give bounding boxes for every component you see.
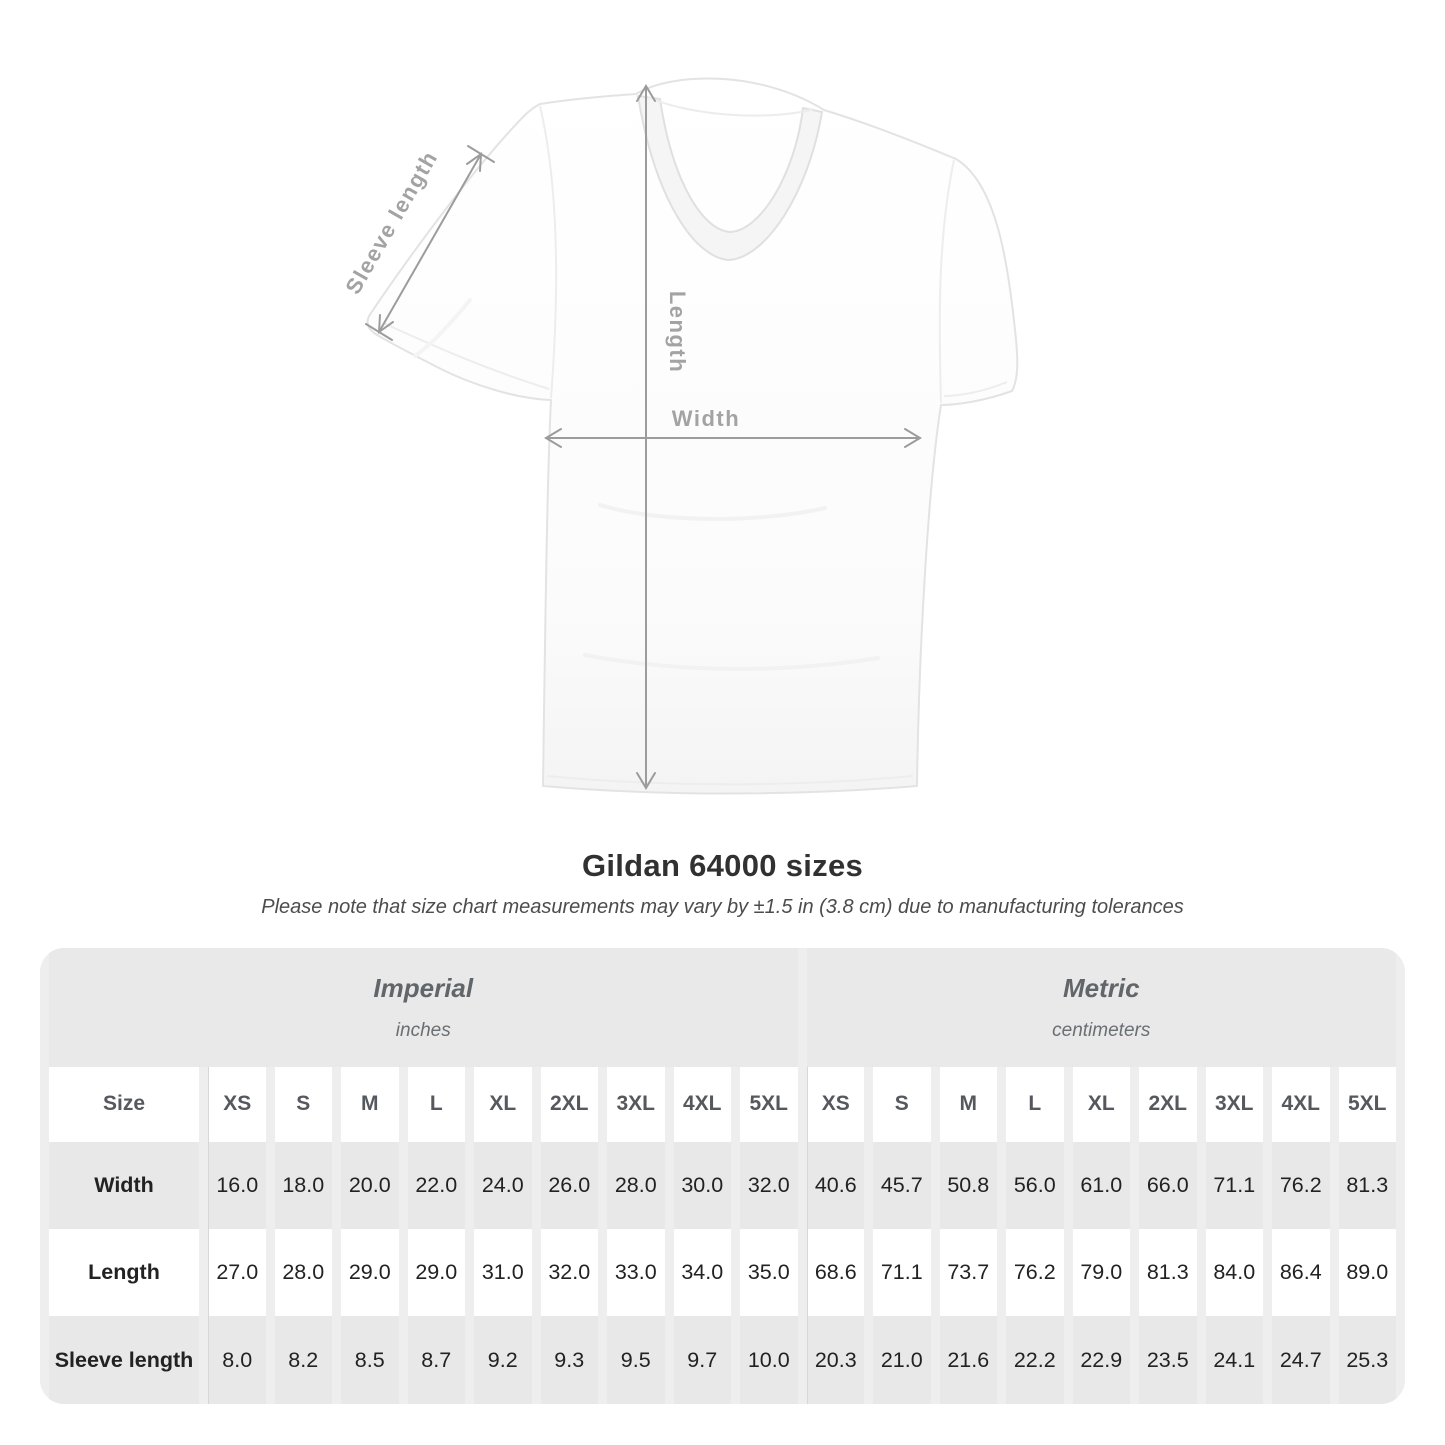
size-column-label: Size bbox=[49, 1067, 199, 1142]
measurement-cell-imperial-xl: 31.0 bbox=[474, 1228, 532, 1317]
measurement-cell-imperial-4xl: 34.0 bbox=[673, 1228, 731, 1317]
measurement-cell-imperial-3xl: 28.0 bbox=[607, 1141, 665, 1229]
measurement-cell-imperial-5xl: 10.0 bbox=[740, 1316, 798, 1404]
measurement-cell-metric-s: 21.0 bbox=[873, 1316, 931, 1404]
measurement-cell-imperial-m: 29.0 bbox=[341, 1228, 399, 1317]
row-label: Length bbox=[49, 1228, 199, 1317]
measurement-cell-imperial-2xl: 32.0 bbox=[540, 1228, 598, 1317]
size-header-metric-xl: XL bbox=[1072, 1067, 1130, 1142]
size-header-imperial-l: L bbox=[407, 1067, 465, 1142]
size-header-metric-s: S bbox=[873, 1067, 931, 1142]
sleeve-length-arrow bbox=[365, 145, 495, 341]
measurement-cell-imperial-xl: 24.0 bbox=[474, 1141, 532, 1229]
imperial-group-unit: inches bbox=[395, 1020, 451, 1042]
table-row-width: Width 16.0 18.0 20.0 22.0 24.0 26.0 28.0 30.0 32.… bbox=[49, 1141, 1396, 1229]
unit-group-header-row: Imperial inches Metric centimeters bbox=[49, 948, 1396, 1068]
measurement-cell-metric-m: 73.7 bbox=[939, 1228, 997, 1317]
measurement-cell-imperial-xl: 9.2 bbox=[474, 1316, 532, 1404]
size-header-row: Size XS S M L XL 2XL 3XL 4XL 5XL XS S M L XL 2XL 3XL 4XL… bbox=[49, 1067, 1396, 1142]
length-label: Length bbox=[665, 291, 690, 373]
size-header-imperial-5xl: 5XL bbox=[740, 1067, 798, 1142]
width-arrow bbox=[544, 428, 922, 448]
measurement-cell-metric-3xl: 24.1 bbox=[1205, 1316, 1263, 1404]
size-header-metric-2xl: 2XL bbox=[1139, 1067, 1197, 1142]
measurement-cell-metric-xs: 68.6 bbox=[806, 1228, 864, 1317]
measurement-cell-metric-s: 71.1 bbox=[873, 1228, 931, 1317]
measurement-cell-metric-4xl: 76.2 bbox=[1272, 1141, 1330, 1229]
collar bbox=[637, 95, 823, 261]
measurement-cell-imperial-m: 8.5 bbox=[341, 1316, 399, 1404]
size-header-metric-l: L bbox=[1006, 1067, 1064, 1142]
measurement-cell-metric-2xl: 81.3 bbox=[1139, 1228, 1197, 1317]
size-header-metric-xs: XS bbox=[806, 1067, 864, 1142]
measurement-cell-imperial-5xl: 35.0 bbox=[740, 1228, 798, 1317]
measurement-cell-imperial-xs: 8.0 bbox=[208, 1316, 266, 1404]
measurement-cell-metric-4xl: 24.7 bbox=[1272, 1316, 1330, 1404]
row-label: Sleeve length bbox=[49, 1316, 199, 1404]
measurement-cell-metric-xl: 79.0 bbox=[1072, 1228, 1130, 1317]
imperial-group-title: Imperial bbox=[373, 973, 474, 1004]
page-title: Gildan 64000 sizes bbox=[581, 848, 864, 883]
measurement-cell-imperial-xs: 16.0 bbox=[208, 1141, 266, 1229]
table-row-length: Length 27.0 28.0 29.0 29.0 31.0 32.0 33.0 34.0 35… bbox=[49, 1228, 1396, 1317]
size-header-imperial-s: S bbox=[274, 1067, 332, 1142]
size-header-imperial-xl: XL bbox=[474, 1067, 532, 1142]
size-header-imperial-3xl: 3XL bbox=[607, 1067, 665, 1142]
measurement-cell-metric-5xl: 89.0 bbox=[1338, 1228, 1396, 1317]
size-header-imperial-2xl: 2XL bbox=[540, 1067, 598, 1142]
size-header-metric-5xl: 5XL bbox=[1338, 1067, 1396, 1142]
measurement-cell-metric-l: 56.0 bbox=[1006, 1141, 1064, 1229]
row-label: Width bbox=[49, 1141, 199, 1229]
size-header-imperial-m: M bbox=[341, 1067, 399, 1142]
measurement-cell-metric-3xl: 84.0 bbox=[1205, 1228, 1263, 1317]
measurement-cell-imperial-m: 20.0 bbox=[341, 1141, 399, 1229]
measurement-cell-metric-l: 22.2 bbox=[1006, 1316, 1064, 1404]
measurement-cell-metric-4xl: 86.4 bbox=[1272, 1228, 1330, 1317]
measurement-cell-imperial-l: 8.7 bbox=[407, 1316, 465, 1404]
measurement-cell-metric-5xl: 81.3 bbox=[1338, 1141, 1396, 1229]
size-header-imperial-4xl: 4XL bbox=[673, 1067, 731, 1142]
measurement-cell-metric-m: 21.6 bbox=[939, 1316, 997, 1404]
tshirt-illustration bbox=[366, 77, 1019, 795]
measurement-cell-metric-2xl: 66.0 bbox=[1139, 1141, 1197, 1229]
measurement-cell-imperial-l: 22.0 bbox=[407, 1141, 465, 1229]
measurement-cell-imperial-3xl: 9.5 bbox=[607, 1316, 665, 1404]
size-header-metric-3xl: 3XL bbox=[1205, 1067, 1263, 1142]
measurement-cell-metric-5xl: 25.3 bbox=[1338, 1316, 1396, 1404]
metric-group-title: Metric bbox=[1062, 973, 1140, 1004]
measurement-cell-metric-s: 45.7 bbox=[873, 1141, 931, 1229]
measurement-cell-imperial-xs: 27.0 bbox=[208, 1228, 266, 1317]
measurement-cell-imperial-2xl: 9.3 bbox=[540, 1316, 598, 1404]
measurement-cell-imperial-l: 29.0 bbox=[407, 1228, 465, 1317]
metric-group-header: Metric centimeters bbox=[806, 948, 1396, 1068]
table-row-sleeve-length: Sleeve length 8.0 8.2 8.5 8.7 9.2 9.3 9.5 9.7 10.… bbox=[49, 1316, 1396, 1404]
size-header-metric-m: M bbox=[939, 1067, 997, 1142]
measurement-cell-imperial-3xl: 33.0 bbox=[607, 1228, 665, 1317]
measurement-cell-metric-xs: 40.6 bbox=[806, 1141, 864, 1229]
metric-group-unit: centimeters bbox=[1052, 1020, 1151, 1042]
width-label: Width bbox=[672, 406, 740, 431]
measurement-cell-metric-2xl: 23.5 bbox=[1139, 1316, 1197, 1404]
measurement-cell-metric-3xl: 71.1 bbox=[1205, 1141, 1263, 1229]
measurement-cell-metric-xl: 22.9 bbox=[1072, 1316, 1130, 1404]
imperial-group-header: Imperial inches bbox=[49, 948, 798, 1068]
tolerance-note: Please note that size chart measurements… bbox=[261, 896, 1184, 918]
measurement-cell-metric-xl: 61.0 bbox=[1072, 1141, 1130, 1229]
measurement-cell-imperial-s: 18.0 bbox=[274, 1141, 332, 1229]
measurement-cell-metric-m: 50.8 bbox=[939, 1141, 997, 1229]
measurement-cell-imperial-s: 28.0 bbox=[274, 1228, 332, 1317]
measurement-cell-imperial-4xl: 9.7 bbox=[673, 1316, 731, 1404]
measurement-cell-metric-xs: 20.3 bbox=[806, 1316, 864, 1404]
size-header-imperial-xs: XS bbox=[208, 1067, 266, 1142]
measurement-cell-imperial-5xl: 32.0 bbox=[740, 1141, 798, 1229]
tshirt-measurement-diagram: Sleeve length Length Width bbox=[340, 77, 1019, 795]
measurement-cell-imperial-4xl: 30.0 bbox=[673, 1141, 731, 1229]
size-header-metric-4xl: 4XL bbox=[1272, 1067, 1330, 1142]
measurement-cell-metric-l: 76.2 bbox=[1006, 1228, 1064, 1317]
measurement-cell-imperial-s: 8.2 bbox=[274, 1316, 332, 1404]
size-table: Imperial inches Metric centimeters Size … bbox=[40, 948, 1405, 1404]
measurement-cell-imperial-2xl: 26.0 bbox=[540, 1141, 598, 1229]
